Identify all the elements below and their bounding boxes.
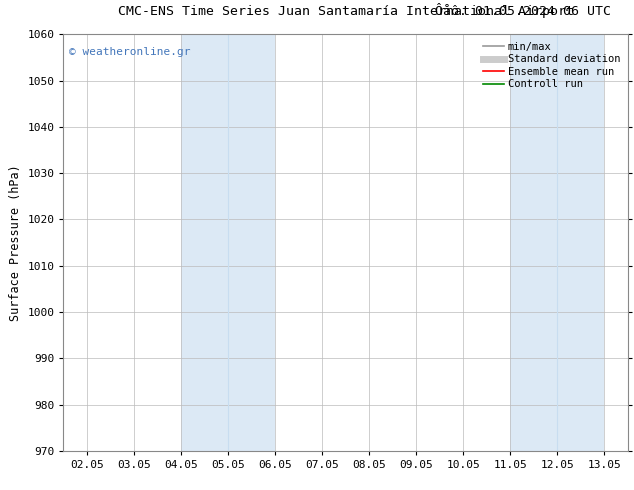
Legend: min/max, Standard deviation, Ensemble mean run, Controll run: min/max, Standard deviation, Ensemble me… [481, 40, 623, 92]
Text: Ôåô. 01.05.2024 06 UTC: Ôåô. 01.05.2024 06 UTC [435, 4, 611, 18]
Text: CMC-ENS Time Series Juan Santamaría International Airport: CMC-ENS Time Series Juan Santamaría Inte… [117, 4, 574, 18]
Text: © weatheronline.gr: © weatheronline.gr [69, 47, 191, 57]
Bar [510, 34, 604, 451]
Y-axis label: Surface Pressure (hPa): Surface Pressure (hPa) [9, 164, 22, 321]
Bar [181, 34, 275, 451]
